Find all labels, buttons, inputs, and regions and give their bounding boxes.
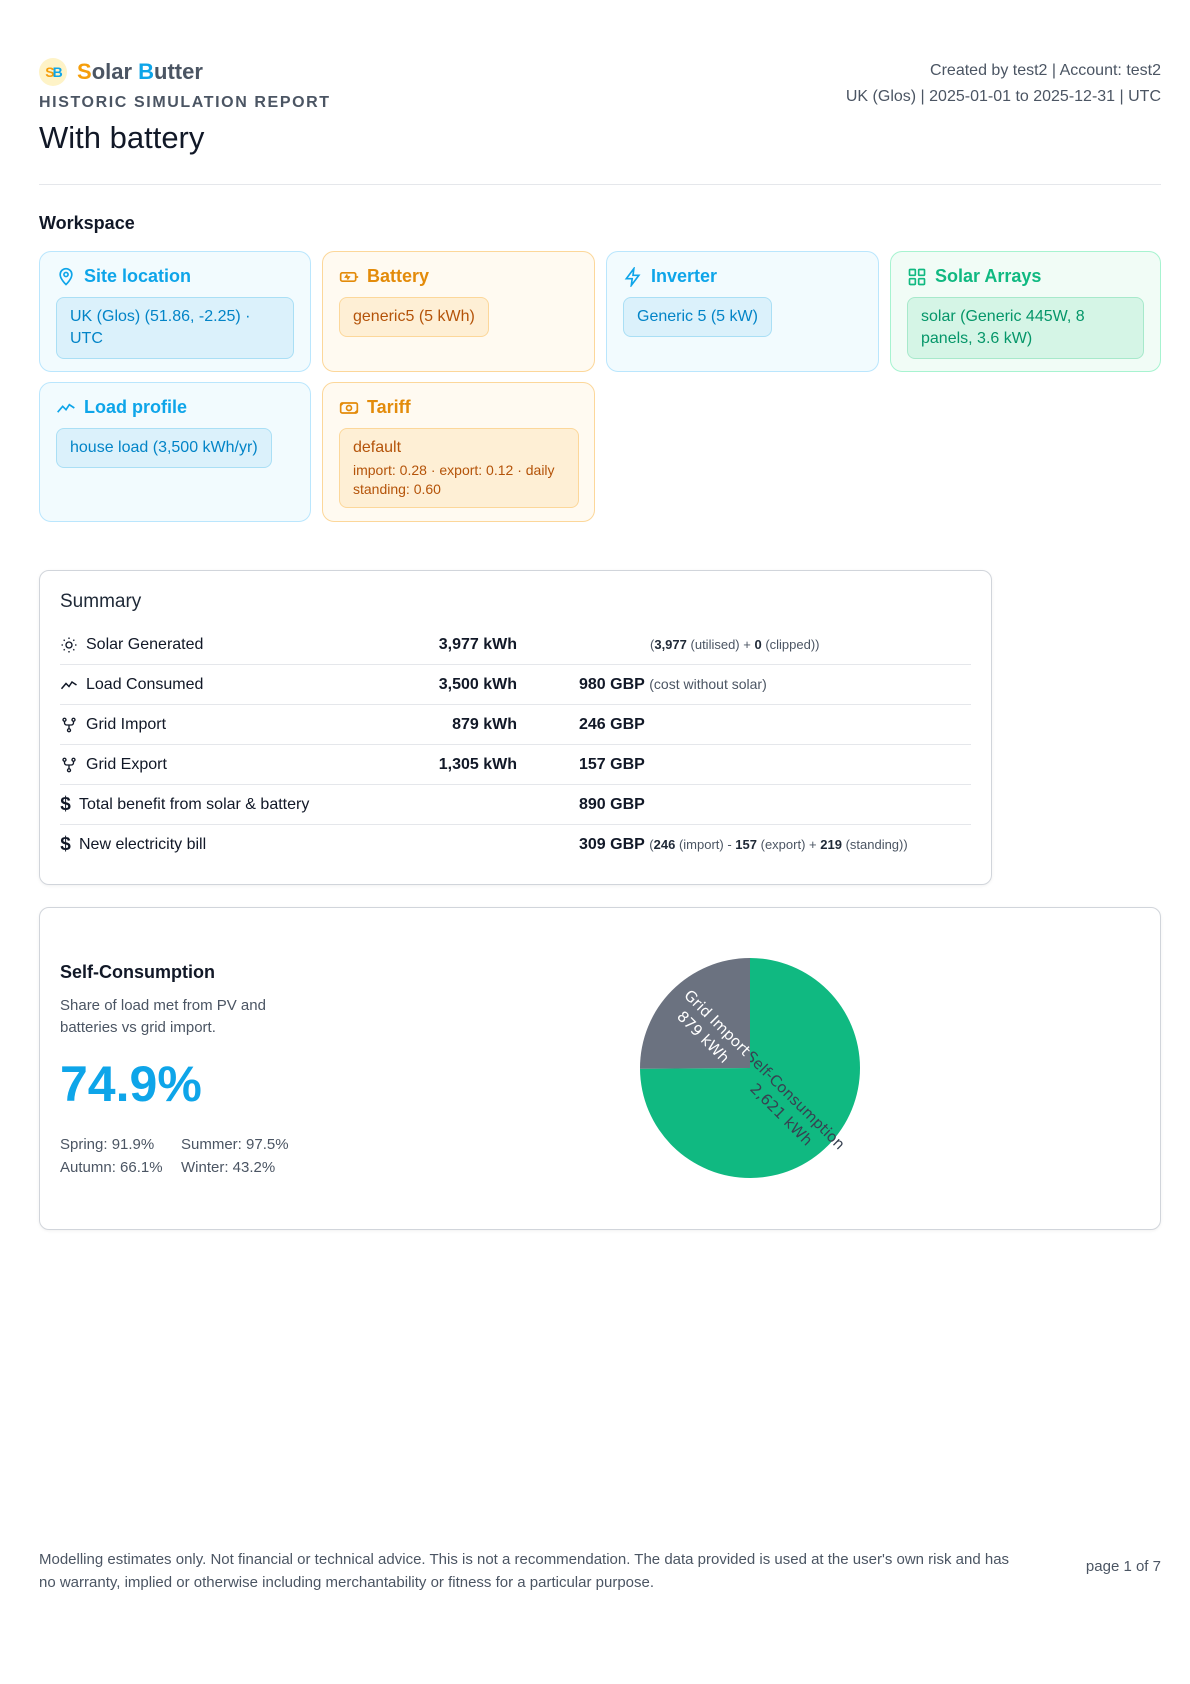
- solar-breakdown: (3,977 (utilised) + 0 (clipped)): [650, 636, 820, 652]
- summary-title: Summary: [60, 591, 142, 612]
- inverter-card: Inverter Generic 5 (5 kW): [606, 251, 879, 372]
- pie-slice-grid-import: [640, 958, 750, 1069]
- trend-icon: [60, 680, 77, 689]
- self-consumption-panel: Self-Consumption Share of load met from …: [39, 907, 1161, 1230]
- pie-slice-self-consumption: [640, 958, 860, 1178]
- tariff-chip: default import: 0.28 · export: 0.12 · da…: [339, 428, 579, 508]
- fork-icon: [62, 757, 76, 772]
- workspace-title: Workspace: [39, 213, 135, 233]
- dollar-icon: $: [60, 793, 71, 815]
- inverter-chip: Generic 5 (5 kW): [623, 297, 772, 337]
- card-label: Inverter: [651, 266, 718, 286]
- tariff-card: Tariff default import: 0.28 · export: 0.…: [322, 382, 595, 522]
- self-consumption-percent: 74.9%: [60, 1056, 202, 1112]
- card-label: Tariff: [367, 397, 411, 417]
- battery-icon: [339, 271, 359, 282]
- solar-arrays-card: Solar Arrays solar (Generic 445W, 8 pane…: [890, 251, 1161, 372]
- fork-icon: [62, 717, 76, 732]
- created-by: Created by test2 | Account: test2: [930, 62, 1161, 79]
- card-label: Load profile: [84, 397, 187, 417]
- grid-icon: [908, 268, 926, 285]
- battery-chip: generic5 (5 kWh): [339, 297, 489, 337]
- site-chip: UK (Glos) (51.86, -2.25) · UTC: [56, 297, 294, 359]
- arrays-chip: solar (Generic 445W, 8 panels, 3.6 kW): [907, 297, 1144, 359]
- load-chip: house load (3,500 kWh/yr): [56, 428, 272, 468]
- self-consumption-title: Self-Consumption: [60, 962, 215, 982]
- summary-row-import: Grid Import 879 kWh 246 GBP: [60, 705, 971, 745]
- map-pin-icon: [59, 267, 73, 286]
- tariff-rates: import: 0.28 · export: 0.12 · daily stan…: [353, 462, 555, 497]
- tariff-name: default: [353, 439, 402, 456]
- brand-name: Solar Butter: [77, 59, 203, 84]
- season-breakdown: Spring: 91.9% Summer: 97.5% Autumn: 66.1…: [60, 1133, 300, 1179]
- solar-value: 3,977 kWh: [438, 635, 517, 653]
- header-divider: [39, 184, 1161, 185]
- summary-row-solar: Solar Generated 3,977 kWh (3,977 (utilis…: [60, 625, 971, 665]
- page-number: page 1 of 7: [1085, 1558, 1161, 1575]
- trend-icon: [57, 403, 75, 413]
- import-value: 879 kWh: [452, 715, 517, 733]
- dollar-icon: $: [60, 834, 71, 855]
- load-value: 3,500 kWh: [438, 675, 517, 693]
- season-winter: Winter: 43.2%: [181, 1159, 276, 1176]
- load-profile-card: Load profile house load (3,500 kWh/yr): [39, 382, 311, 522]
- card-label: Solar Arrays: [935, 266, 1042, 286]
- card-label: Battery: [367, 266, 430, 286]
- self-consumption-description: Share of load met from PV and batteries …: [60, 997, 266, 1036]
- site-location-card: Site location UK (Glos) (51.86, -2.25) ·…: [39, 251, 311, 372]
- footer: Modelling estimates only. Not financial …: [39, 1548, 1161, 1594]
- export-value: 1,305 kWh: [438, 755, 517, 773]
- summary-row-benefit: $ Total benefit from solar & battery 890…: [60, 785, 971, 825]
- season-spring: Spring: 91.9%: [60, 1136, 155, 1153]
- summary-row-load: Load Consumed 3,500 kWh 980 GBP (cost wi…: [60, 665, 971, 705]
- benefit-cost: 890 GBP: [579, 795, 645, 813]
- export-cost: 157 GBP: [579, 755, 645, 773]
- lightning-icon: [624, 266, 641, 287]
- card-label: Site location: [84, 266, 192, 286]
- site-period: UK (Glos) | 2025-01-01 to 2025-12-31 | U…: [845, 88, 1161, 105]
- summary-panel: Summary Solar Generated 3,977 kWh (3,977…: [39, 570, 992, 885]
- banknote-icon: [339, 401, 359, 414]
- bill-cost: 309 GBP (246 (import) - 157 (export) + 2…: [579, 836, 908, 853]
- page-title: With battery: [39, 120, 205, 155]
- season-summer: Summer: 97.5%: [181, 1136, 289, 1153]
- report-meta: Created by test2 | Account: test2 UK (Gl…: [846, 58, 1161, 110]
- sun-icon: [61, 637, 77, 652]
- summary-row-bill: $ New electricity bill 309 GBP (246 (imp…: [60, 834, 908, 855]
- season-autumn: Autumn: 66.1%: [60, 1159, 163, 1176]
- summary-row-export: Grid Export 1,305 kWh 157 GBP: [60, 745, 971, 785]
- import-cost: 246 GBP: [579, 715, 645, 733]
- disclaimer: Modelling estimates only. Not financial …: [39, 1551, 1010, 1591]
- report-kind: HISTORIC SIMULATION REPORT: [39, 94, 331, 111]
- battery-card: Battery generic5 (5 kWh): [322, 251, 595, 372]
- load-cost: 980 GBP (cost without solar): [579, 675, 767, 693]
